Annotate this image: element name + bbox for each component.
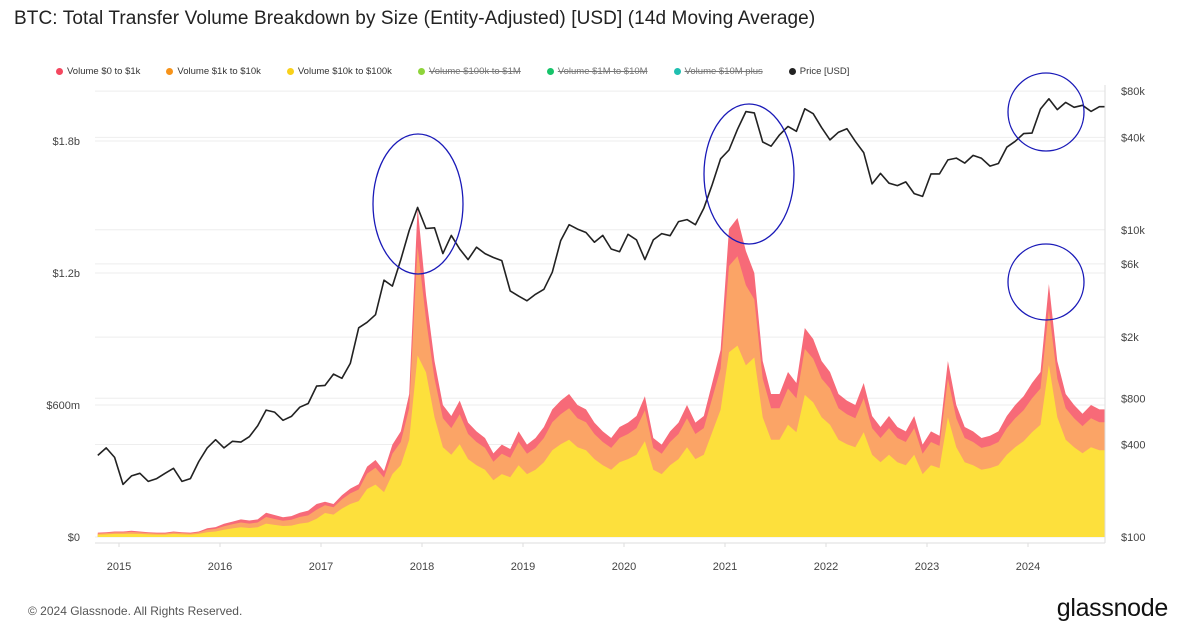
legend-label: Volume $1M to $10M xyxy=(557,66,648,77)
legend-dot-icon xyxy=(673,68,681,75)
y-left-tick-label: $0 xyxy=(68,532,80,544)
y-right-tick-label: $800 xyxy=(1121,393,1145,405)
legend-dot-icon xyxy=(788,68,796,75)
x-tick-label: 2024 xyxy=(1016,561,1040,573)
x-tick-label: 2018 xyxy=(410,561,434,573)
legend-label: Volume $10M plus xyxy=(684,66,763,77)
legend-dot-icon xyxy=(286,68,294,75)
copyright-footer: © 2024 Glassnode. All Rights Reserved. xyxy=(28,604,243,618)
y-right-tick-label: $100 xyxy=(1121,532,1145,544)
x-tick-label: 2022 xyxy=(814,561,838,573)
legend-dot-icon xyxy=(417,68,425,75)
annotation-circle-2024-volume xyxy=(1007,243,1085,321)
price-line xyxy=(97,98,1105,486)
y-left-tick-label: $1.2b xyxy=(52,268,80,280)
legend-item-volume-10m-plus[interactable]: Volume $10M plus xyxy=(673,66,763,77)
legend-label: Volume $10k to $100k xyxy=(297,66,392,77)
grid-lines xyxy=(95,90,1105,538)
y-right-tick-label: $400 xyxy=(1121,440,1145,452)
legend-item-volume-1k-10k[interactable]: Volume $1k to $10k xyxy=(166,66,261,77)
annotation-circle-2017-peak xyxy=(372,133,464,275)
x-tick-label: 2016 xyxy=(208,561,232,573)
y-right-tick-label: $2k xyxy=(1121,332,1139,344)
legend-label: Volume $0 to $1k xyxy=(67,66,141,77)
chart-title: BTC: Total Transfer Volume Breakdown by … xyxy=(14,8,816,29)
legend-dot-icon xyxy=(56,68,63,75)
y-right-tick-label: $80k xyxy=(1121,86,1145,98)
axes: $0 $600m $1.2b $1.8b $100 $400 $800 $2k $6k $10k $… xyxy=(46,85,1145,573)
legend-item-volume-100k-1m[interactable]: Volume $100k to $1M xyxy=(417,66,521,77)
legend-dot-icon xyxy=(166,68,174,75)
y-right-tick-label: $6k xyxy=(1121,259,1139,271)
price-line-group xyxy=(97,98,1105,486)
legend-label: Volume $100k to $1M xyxy=(428,66,521,77)
legend: Volume $0 to $1k Volume $1k to $10k Volu… xyxy=(56,66,875,77)
legend-item-volume-1m-10m[interactable]: Volume $1M to $10M xyxy=(546,66,648,77)
legend-label: Price [USD] xyxy=(799,66,850,77)
x-tick-label: 2021 xyxy=(713,561,737,573)
x-tick-label: 2020 xyxy=(612,561,636,573)
y-right-tick-label: $40k xyxy=(1121,132,1145,144)
legend-item-price[interactable]: Price [USD] xyxy=(788,66,850,77)
x-tick-label: 2015 xyxy=(107,561,131,573)
legend-item-volume-0-1k[interactable]: Volume $0 to $1k xyxy=(56,66,140,77)
legend-dot-icon xyxy=(546,68,554,75)
volume-areas xyxy=(97,207,1106,537)
area-volume-10k-to-100k xyxy=(97,345,1106,537)
y-left-tick-label: $1.8b xyxy=(52,136,80,148)
annotation-circle-2021-peak xyxy=(703,103,795,245)
x-tick-label: 2019 xyxy=(511,561,535,573)
annotations xyxy=(372,72,1085,321)
glassnode-logo: glassnode xyxy=(1056,594,1169,622)
x-tick-label: 2023 xyxy=(915,561,939,573)
y-left-tick-label: $600m xyxy=(46,400,80,412)
annotation-circle-2024-price xyxy=(1007,72,1085,152)
x-tick-label: 2017 xyxy=(309,561,333,573)
y-right-tick-label: $10k xyxy=(1121,225,1145,237)
legend-label: Volume $1k to $10k xyxy=(177,66,261,77)
legend-item-volume-10k-100k[interactable]: Volume $10k to $100k xyxy=(286,66,392,77)
